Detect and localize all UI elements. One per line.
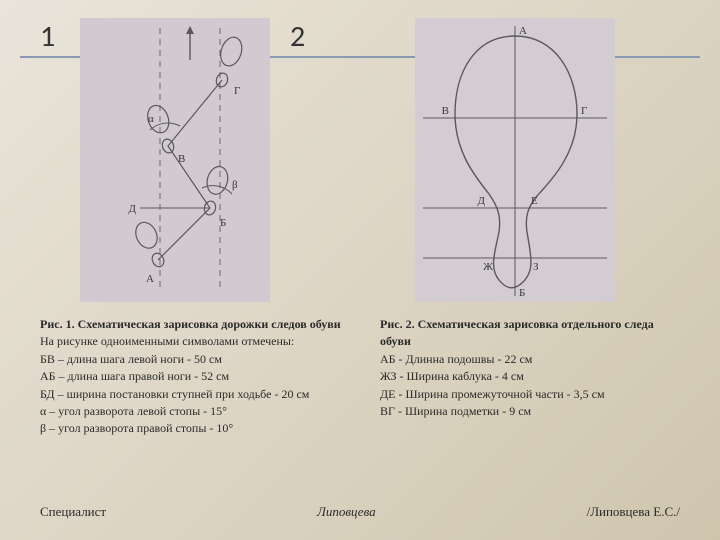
caption-1: Рис. 1. Схематическая зарисовка дорожки … bbox=[40, 316, 350, 438]
caption-1-l3: БД – ширина постановки ступней при ходьб… bbox=[40, 387, 309, 401]
caption-2-l2: ЖЗ - Ширина каблука - 4 см bbox=[380, 369, 524, 383]
svg-text:Г: Г bbox=[581, 105, 587, 117]
caption-1-l5: β – угол разворота правой стопы - 10° bbox=[40, 421, 233, 435]
svg-text:Ж: Ж bbox=[483, 261, 493, 273]
signature-script: Липовцева bbox=[317, 504, 376, 520]
signature-role: Специалист bbox=[40, 504, 106, 520]
svg-text:В: В bbox=[178, 153, 185, 165]
label-d: Д bbox=[128, 203, 136, 215]
caption-2-title: Рис. 2. Схематическая зарисовка отдельно… bbox=[380, 317, 654, 348]
caption-2-l3: ДЕ - Ширина промежуточной части - 3,5 см bbox=[380, 387, 605, 401]
svg-text:А: А bbox=[146, 273, 154, 285]
label-beta: β bbox=[232, 179, 238, 191]
svg-text:Д: Д bbox=[477, 195, 485, 207]
svg-text:Е: Е bbox=[531, 195, 538, 207]
svg-text:В: В bbox=[442, 105, 449, 117]
caption-2: Рис. 2. Схематическая зарисовка отдельно… bbox=[380, 316, 680, 420]
caption-2-l1: АБ - Длинна подошвы - 22 см bbox=[380, 352, 532, 366]
svg-text:Б: Б bbox=[519, 287, 525, 299]
figure-number-1: 1 bbox=[40, 18, 55, 55]
caption-2-l4: ВГ - Ширина подметки - 9 см bbox=[380, 404, 531, 418]
caption-1-title: Рис. 1. Схематическая зарисовка дорожки … bbox=[40, 317, 341, 331]
svg-text:А: А bbox=[519, 25, 527, 37]
signature-line: Специалист Липовцева /Липовцева Е.С./ bbox=[40, 504, 680, 520]
caption-1-intro: На рисунке одноименными символами отмече… bbox=[40, 334, 294, 348]
svg-text:Г: Г bbox=[234, 85, 240, 97]
figure-number-2: 2 bbox=[290, 18, 305, 55]
svg-text:З: З bbox=[533, 261, 539, 273]
figure-2: А Б В Г Д Е Ж З bbox=[415, 18, 615, 302]
caption-1-l1: БВ – длина шага левой ноги - 50 см bbox=[40, 352, 222, 366]
svg-text:Б: Б bbox=[220, 217, 226, 229]
figure-1: Д α β АБВГ bbox=[80, 18, 270, 302]
signature-name: /Липовцева Е.С./ bbox=[587, 504, 680, 520]
caption-1-l2: АБ – длина шага правой ноги - 52 см bbox=[40, 369, 229, 383]
caption-1-l4: α – угол разворота левой стопы - 15° bbox=[40, 404, 227, 418]
